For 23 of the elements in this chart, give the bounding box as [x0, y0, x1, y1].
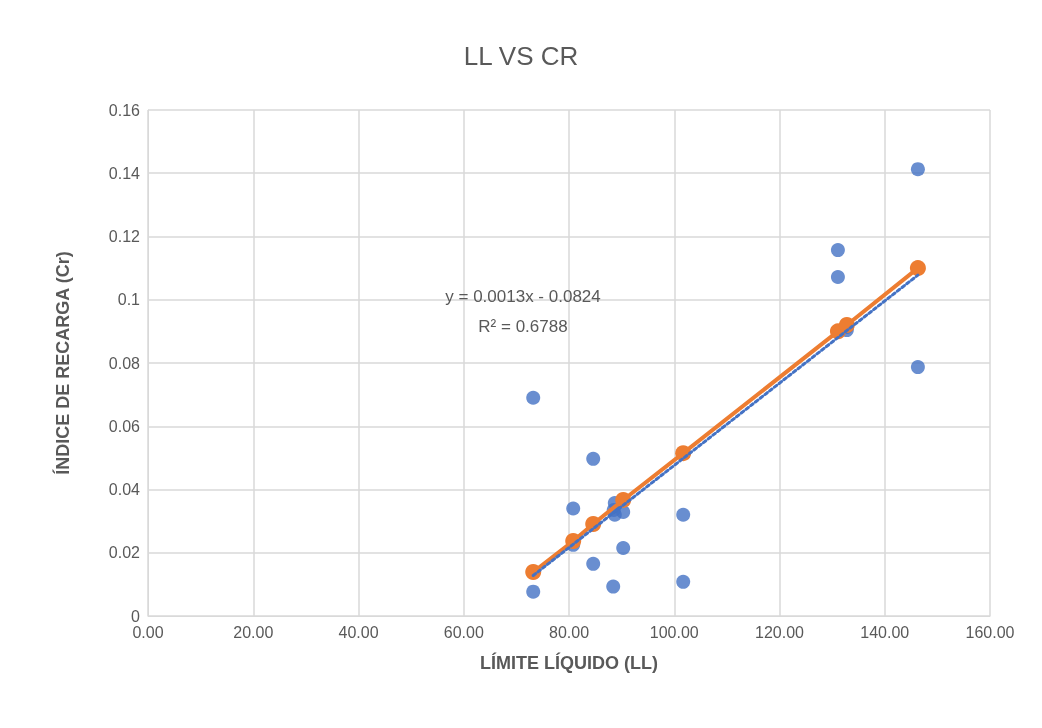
x-tick-label: 80.00 [548, 623, 590, 641]
y-tick-label: 0.08 [108, 354, 141, 372]
y-tick-label: 0.06 [108, 417, 141, 435]
y-tick-label: 0.16 [108, 101, 141, 119]
x-tick-label: 100.00 [649, 623, 699, 641]
x-tick-label: 40.00 [338, 623, 379, 641]
y-axis-title: ÍNDICE DE RECARGA (Cr) [52, 251, 73, 475]
annotation: R² = 0.6788 [478, 317, 568, 336]
x-tick-label: 120.00 [755, 623, 805, 641]
x-tick-label: 160.00 [965, 623, 1015, 641]
y-tick-label: 0.12 [108, 228, 141, 245]
chart-title: LL VS CR [463, 41, 579, 71]
annotation: y = 0.0013x - 0.0824 [445, 287, 601, 306]
y-tick-label: 0.1 [117, 291, 141, 309]
y-tick-label: 0.02 [108, 544, 141, 562]
x-axis-title: LÍMITE LÍQUIDO (LL) [480, 652, 658, 673]
x-tick-label: 140.00 [860, 623, 910, 641]
x-tick-label: 20.00 [233, 623, 274, 641]
y-tick-label: 0.04 [108, 481, 141, 498]
x-tick-label: 0.00 [132, 623, 164, 641]
y-tick-label: 0.14 [108, 164, 141, 182]
y-tick-label: 0 [131, 607, 141, 625]
x-tick-label: 60.00 [443, 623, 484, 641]
